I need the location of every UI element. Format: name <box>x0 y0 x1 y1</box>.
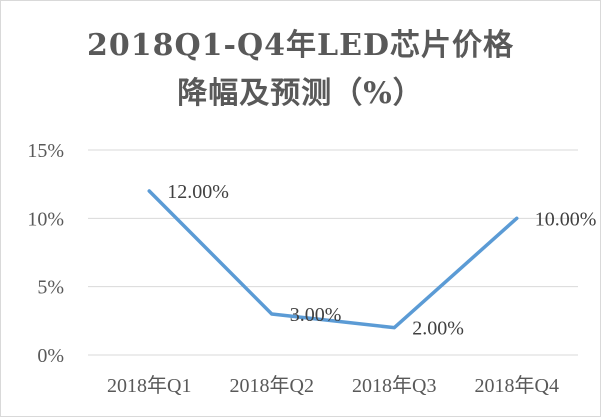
data-point <box>147 189 151 193</box>
series-line <box>147 189 519 330</box>
x-tick-label: 2018年Q3 <box>352 374 436 397</box>
x-tick-label: 2018年Q1 <box>107 374 191 397</box>
x-tick-label: 2018年Q2 <box>230 374 314 397</box>
data-point <box>270 312 274 316</box>
data-label: 2.00% <box>412 318 464 340</box>
y-tick-label: 10% <box>27 208 64 230</box>
x-tick-label: 2018年Q4 <box>475 374 559 397</box>
chart-title-line1: 2018Q1-Q4年LED芯片价格 <box>87 28 514 63</box>
y-tick-label: 5% <box>37 277 64 299</box>
y-tick-label: 0% <box>37 345 64 367</box>
data-point <box>515 216 519 220</box>
data-point <box>392 326 396 330</box>
chart-title: 2018Q1-Q4年LED芯片价格 降幅及预测（%） <box>0 22 601 118</box>
chart-title-line2: 降幅及预测（%） <box>177 76 424 111</box>
data-label: 12.00% <box>167 181 229 203</box>
y-tick-label: 15% <box>27 140 64 162</box>
data-label: 10.00% <box>535 208 597 230</box>
data-label: 3.00% <box>290 304 342 326</box>
